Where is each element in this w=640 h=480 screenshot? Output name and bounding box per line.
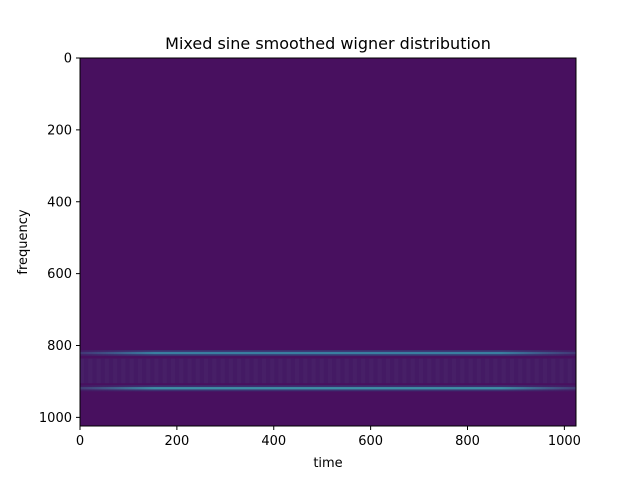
interference-stripe [204, 358, 209, 384]
interference-stripe [311, 358, 316, 384]
chart-title: Mixed sine smoothed wigner distribution [165, 34, 491, 53]
y-tick-label: 400 [47, 195, 72, 210]
interference-stripe [121, 358, 126, 384]
interference-stripe [261, 358, 266, 384]
interference-stripe [542, 358, 548, 384]
interference-stripe [427, 358, 432, 384]
interference-stripe [113, 358, 118, 384]
interference-stripe [137, 358, 142, 384]
interference-stripe [319, 358, 324, 384]
plot-frame [79, 57, 577, 427]
interference-stripe [526, 358, 531, 384]
interference-stripe [96, 358, 101, 384]
interference-stripe [253, 358, 258, 384]
x-axis-label: time [313, 456, 342, 471]
interference-stripe [303, 358, 308, 384]
interference-stripe [435, 358, 440, 384]
interference-stripe [80, 358, 85, 384]
interference-stripe [443, 358, 448, 384]
interference-stripe [534, 358, 539, 384]
x-tick-label: 1000 [548, 434, 581, 449]
x-tick-label: 400 [261, 434, 286, 449]
y-tick-label: 600 [47, 267, 72, 282]
interference-stripe [402, 358, 407, 384]
interference-stripe [352, 358, 357, 384]
interference-stripe [228, 358, 233, 384]
interference-stripe [377, 358, 382, 384]
interference-stripe [468, 358, 473, 384]
interference-stripe [361, 358, 366, 384]
interference-stripe [328, 358, 333, 384]
interference-stripe [476, 358, 481, 384]
interference-stripe [567, 358, 572, 384]
interference-stripe [410, 358, 415, 384]
x-tick-label: 600 [358, 434, 383, 449]
interference-stripe [278, 358, 283, 384]
band-1 [80, 351, 576, 355]
interference-stripe [452, 358, 457, 384]
interference-stripe [493, 358, 498, 384]
y-tick-label: 1000 [39, 411, 72, 426]
interference-stripe [369, 358, 374, 384]
interference-stripe [179, 358, 184, 384]
interference-stripe [294, 358, 300, 384]
interference-stripe [485, 358, 490, 384]
y-axis-ticks: 0 200 400 600 800 1000 [39, 52, 80, 426]
interference-stripe [286, 358, 291, 384]
x-tick-label: 0 [76, 434, 84, 449]
interference-stripe [385, 358, 390, 384]
interference-stripe [559, 358, 564, 384]
bands-layer [80, 350, 576, 392]
interference-stripe [394, 358, 399, 384]
y-axis-label: frequency [16, 209, 31, 275]
interference-stripe [518, 358, 523, 384]
x-tick-label: 800 [455, 434, 480, 449]
interference-stripe [170, 358, 176, 384]
interference-stripe [220, 358, 225, 384]
x-tick-label: 200 [164, 434, 189, 449]
y-tick-label: 0 [64, 52, 72, 67]
interference-stripe [270, 358, 275, 384]
interference-stripe [509, 358, 514, 384]
x-axis-ticks: 0 200 400 600 800 1000 [76, 426, 581, 449]
interference-region [80, 358, 576, 384]
interference-stripe [460, 358, 465, 384]
interference-stripe [146, 358, 151, 384]
interference-stripe [129, 358, 134, 384]
plot-area [79, 57, 577, 427]
interference-layer [80, 358, 576, 384]
band-2 [80, 387, 576, 390]
interference-stripe [344, 358, 349, 384]
interference-stripe [212, 358, 217, 384]
interference-stripe [187, 358, 192, 384]
interference-stripe [418, 358, 424, 384]
interference-stripe [195, 358, 200, 384]
y-tick-label: 800 [47, 339, 72, 354]
interference-stripe [245, 358, 250, 384]
interference-stripe [336, 358, 341, 384]
interference-stripe [154, 358, 159, 384]
interference-stripe [551, 358, 556, 384]
interference-stripe [104, 358, 109, 384]
interference-stripe [237, 358, 242, 384]
interference-stripe [162, 358, 167, 384]
y-tick-label: 200 [47, 123, 72, 138]
interference-stripe [88, 358, 93, 384]
interference-stripe [501, 358, 506, 384]
